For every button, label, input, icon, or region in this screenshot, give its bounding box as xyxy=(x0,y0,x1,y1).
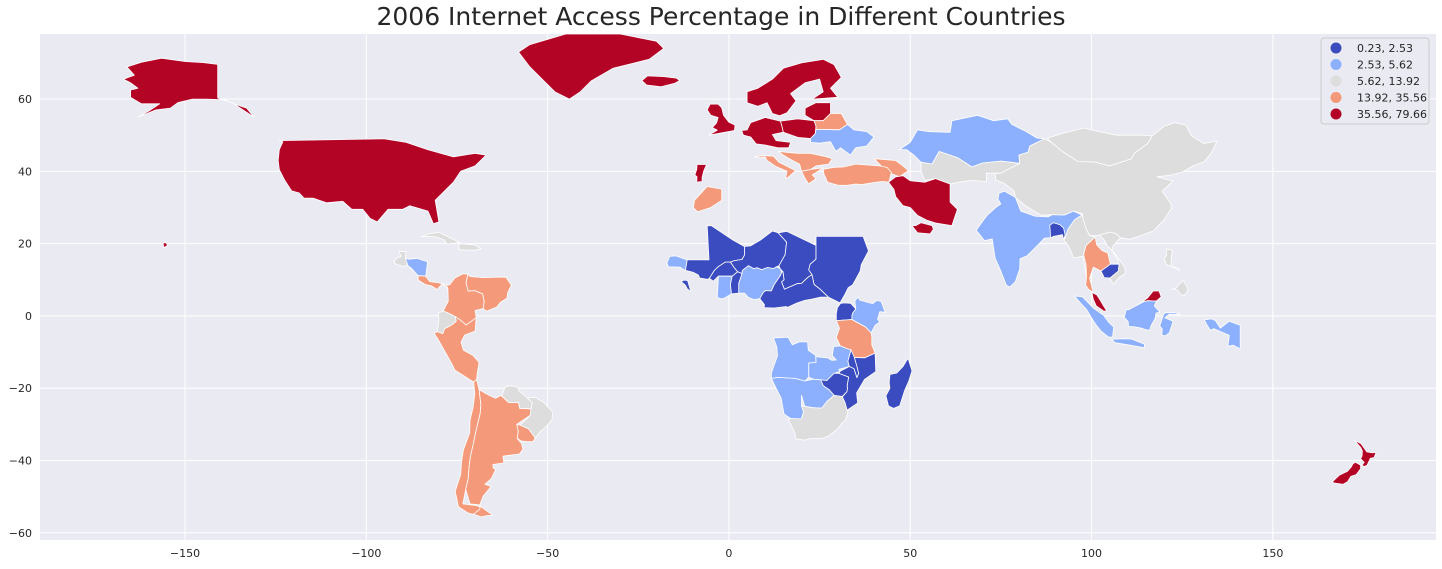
country-region xyxy=(885,358,913,409)
country-region xyxy=(433,316,480,383)
country-region xyxy=(458,243,482,251)
map-title: 2006 Internet Access Percentage in Diffe… xyxy=(376,2,1066,31)
country-region xyxy=(771,336,817,382)
country-region xyxy=(1164,248,1180,272)
country-region xyxy=(1123,300,1161,331)
legend-label: 13.92, 35.56 xyxy=(1357,92,1427,105)
country-region xyxy=(1170,280,1189,297)
y-tick-label: −20 xyxy=(9,382,32,395)
country-region xyxy=(808,236,869,304)
country-region xyxy=(1203,318,1241,350)
country-region xyxy=(519,396,554,439)
country-region xyxy=(1049,222,1066,241)
country-region xyxy=(810,124,875,156)
country-region xyxy=(693,186,723,213)
country-region xyxy=(730,271,743,295)
country-region xyxy=(394,251,410,267)
x-tick-label: −100 xyxy=(351,547,381,560)
country-regions xyxy=(123,33,1377,518)
country-region xyxy=(1159,312,1181,337)
country-region xyxy=(641,75,680,88)
country-region xyxy=(1332,461,1361,485)
legend-marker xyxy=(1330,108,1342,120)
country-region xyxy=(1099,231,1126,285)
y-tick-label: 0 xyxy=(25,310,32,323)
legend-label: 5.62, 13.92 xyxy=(1357,75,1420,88)
country-region xyxy=(465,273,512,312)
y-tick-label: 20 xyxy=(18,238,32,251)
x-tick-label: −150 xyxy=(170,547,200,560)
legend-label: 0.23, 2.53 xyxy=(1357,42,1413,55)
country-region xyxy=(162,242,168,248)
country-region xyxy=(706,103,736,136)
y-tick-label: 60 xyxy=(18,93,32,106)
country-region xyxy=(1046,127,1153,167)
country-region xyxy=(911,222,934,235)
country-region xyxy=(1111,338,1145,349)
country-region xyxy=(1074,295,1115,338)
country-region xyxy=(420,232,461,245)
country-region xyxy=(746,58,842,117)
country-region xyxy=(123,57,255,118)
country-region xyxy=(888,175,958,226)
country-region xyxy=(694,164,707,183)
legend-marker xyxy=(1330,42,1342,54)
country-region xyxy=(753,155,797,179)
country-region xyxy=(472,505,494,518)
x-axis-ticks: −150 −100 −50 0 50 100 150 xyxy=(170,547,1283,560)
legend-marker xyxy=(1330,92,1342,103)
country-region xyxy=(777,151,833,172)
legend-label: 2.53, 5.62 xyxy=(1357,59,1413,72)
y-axis-ticks: −60 −40 −20 0 20 40 60 xyxy=(9,93,32,540)
legend-marker xyxy=(1330,59,1342,70)
legend-marker xyxy=(1330,75,1342,87)
country-region xyxy=(1354,440,1377,467)
country-region xyxy=(741,117,791,149)
legend: 0.23, 2.53 2.53, 5.62 5.62, 13.92 13.92, … xyxy=(1320,37,1430,125)
country-region xyxy=(759,271,829,309)
country-region xyxy=(1091,292,1108,312)
x-tick-label: −50 xyxy=(536,547,559,560)
country-region xyxy=(680,279,692,293)
country-region xyxy=(787,395,849,441)
legend-box xyxy=(1320,37,1430,125)
x-tick-label: 0 xyxy=(725,547,732,560)
x-tick-label: 50 xyxy=(903,547,917,560)
legend-label: 35.56, 79.66 xyxy=(1357,108,1427,121)
y-tick-label: 40 xyxy=(18,165,32,178)
y-tick-label: −60 xyxy=(9,527,32,540)
country-region xyxy=(518,33,665,100)
x-tick-label: 100 xyxy=(1081,547,1102,560)
country-region xyxy=(801,167,824,185)
country-region xyxy=(738,265,783,300)
country-region xyxy=(277,138,487,225)
y-tick-label: −40 xyxy=(9,454,32,467)
country-region xyxy=(822,163,892,186)
x-tick-label: 150 xyxy=(1262,547,1283,560)
